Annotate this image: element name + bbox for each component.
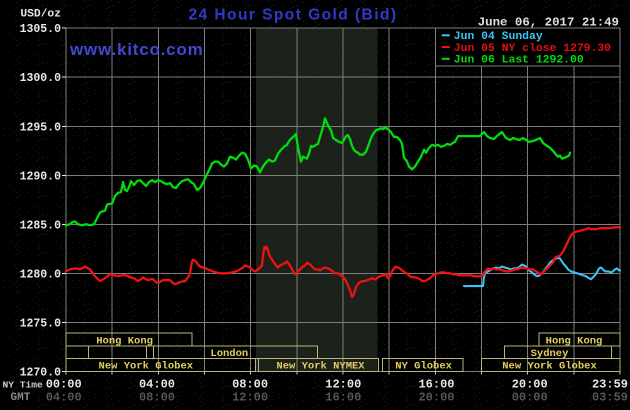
svg-text:23:59: 23:59	[592, 378, 628, 392]
svg-text:16:00: 16:00	[418, 378, 454, 392]
svg-text:Jun 04 Sunday: Jun 04 Sunday	[454, 31, 543, 43]
svg-text:New York NYMEX: New York NYMEX	[276, 361, 365, 373]
svg-text:1295.0: 1295.0	[20, 121, 62, 134]
svg-text:1305.0: 1305.0	[20, 23, 62, 36]
svg-text:04:00: 04:00	[139, 378, 175, 392]
svg-text:New York Globex: New York Globex	[99, 361, 194, 373]
svg-text:London: London	[210, 348, 248, 360]
svg-text:NY Globex: NY Globex	[395, 361, 452, 373]
svg-text:Sydney: Sydney	[531, 348, 570, 360]
svg-text:20:00: 20:00	[418, 390, 454, 404]
svg-text:New York Globex: New York Globex	[502, 361, 597, 373]
svg-text:1285.0: 1285.0	[20, 219, 62, 232]
svg-text:Jun 05 NY close 1279.30: Jun 05 NY close 1279.30	[454, 43, 611, 55]
svg-text:Jun 06 Last 1292.00: Jun 06 Last 1292.00	[454, 55, 584, 67]
svg-text:NY Time: NY Time	[3, 379, 44, 390]
svg-text:www.kitco.com: www.kitco.com	[69, 40, 204, 59]
svg-text:08:00: 08:00	[232, 378, 268, 392]
svg-text:12:00: 12:00	[325, 378, 361, 392]
svg-text:Hong Kong: Hong Kong	[546, 336, 603, 348]
svg-text:1275.0: 1275.0	[20, 317, 62, 330]
svg-text:GMT: GMT	[11, 392, 31, 404]
svg-text:12:00: 12:00	[232, 390, 268, 404]
svg-text:04:00: 04:00	[46, 390, 82, 404]
svg-text:00:00: 00:00	[46, 378, 82, 392]
svg-text:03:59: 03:59	[592, 390, 628, 404]
svg-text:1290.0: 1290.0	[20, 170, 62, 183]
svg-text:Hong Kong: Hong Kong	[96, 336, 153, 348]
svg-text:1270.0: 1270.0	[20, 366, 62, 379]
svg-text:1300.0: 1300.0	[20, 72, 62, 85]
svg-text:24 Hour Spot Gold (Bid): 24 Hour Spot Gold (Bid)	[188, 6, 397, 23]
svg-text:16:00: 16:00	[325, 390, 361, 404]
svg-text:20:00: 20:00	[512, 378, 548, 392]
svg-text:00:00: 00:00	[512, 390, 548, 404]
svg-text:1280.0: 1280.0	[20, 268, 62, 281]
svg-text:USD/oz: USD/oz	[20, 9, 61, 21]
svg-text:08:00: 08:00	[139, 390, 175, 404]
svg-text:June 06, 2017 21:49: June 06, 2017 21:49	[478, 16, 619, 30]
